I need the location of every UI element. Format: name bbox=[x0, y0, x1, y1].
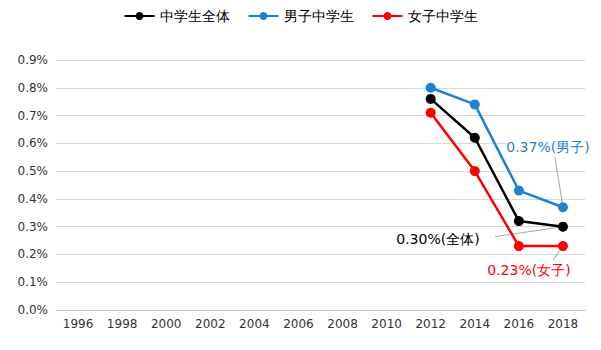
svg-text:0.4%: 0.4% bbox=[18, 192, 49, 206]
svg-text:0.7%: 0.7% bbox=[18, 109, 49, 123]
svg-text:女子中学生: 女子中学生 bbox=[408, 8, 478, 24]
svg-text:0.6%: 0.6% bbox=[18, 136, 49, 150]
svg-text:2004: 2004 bbox=[239, 317, 270, 331]
svg-text:2008: 2008 bbox=[327, 317, 358, 331]
svg-text:2016: 2016 bbox=[504, 317, 535, 331]
svg-text:2002: 2002 bbox=[195, 317, 226, 331]
svg-text:2000: 2000 bbox=[151, 317, 182, 331]
svg-text:0.30%(全体): 0.30%(全体) bbox=[396, 231, 479, 247]
svg-text:2006: 2006 bbox=[283, 317, 314, 331]
svg-text:0.1%: 0.1% bbox=[18, 275, 49, 289]
svg-text:男子中学生: 男子中学生 bbox=[284, 8, 354, 24]
svg-text:2018: 2018 bbox=[548, 317, 579, 331]
svg-text:2010: 2010 bbox=[371, 317, 402, 331]
svg-text:0.5%: 0.5% bbox=[18, 164, 49, 178]
svg-text:2014: 2014 bbox=[460, 317, 491, 331]
svg-text:0.3%: 0.3% bbox=[18, 220, 49, 234]
svg-text:1998: 1998 bbox=[107, 317, 138, 331]
svg-text:0.37%(男子): 0.37%(男子) bbox=[506, 139, 589, 155]
svg-text:0.8%: 0.8% bbox=[18, 81, 49, 95]
svg-text:2012: 2012 bbox=[415, 317, 446, 331]
svg-text:0.0%: 0.0% bbox=[18, 303, 49, 317]
svg-text:0.23%(女子): 0.23%(女子) bbox=[487, 262, 570, 278]
svg-text:0.9%: 0.9% bbox=[18, 53, 49, 67]
svg-text:1996: 1996 bbox=[63, 317, 94, 331]
svg-text:中学生全体: 中学生全体 bbox=[160, 8, 230, 24]
svg-text:0.2%: 0.2% bbox=[18, 247, 49, 261]
